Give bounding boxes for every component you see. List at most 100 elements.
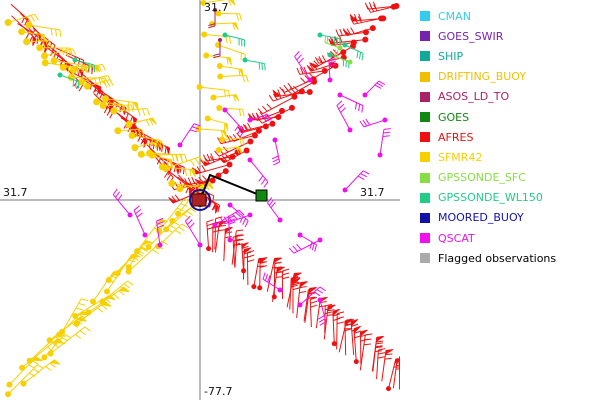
wind-barb [93,98,125,112]
legend-item[interactable]: GPSSONDE_SFC [420,168,596,188]
legend-item[interactable]: CMAN [420,6,596,26]
wind-barb [331,308,341,347]
legend: CMAN GOES_SWIR SHIP DRIFTING_BUOY ASOS_LD_TO… [420,6,596,268]
wind-barb [335,28,369,37]
wind-barb-map [0,0,400,400]
wind-barb [223,226,234,262]
wind-barb [6,356,44,388]
wind-barb [342,42,364,61]
legend-label: ASOS_LD_TO [438,90,510,104]
wind-barb [46,316,88,344]
wind-barb [191,161,233,175]
wind-barb [296,281,309,318]
wind-barb [324,35,343,51]
legend-item[interactable]: SHIP [420,46,596,66]
wind-barb [216,63,244,78]
legend-item[interactable]: AFRES [420,127,596,147]
wind-barb [342,170,370,193]
legend-swatch [420,192,430,203]
legend-item[interactable]: DRIFTING_BUOY [420,67,596,87]
wind-barb [104,253,140,295]
legend-swatch [420,172,430,183]
wind-barb [353,325,362,365]
wind-barb [288,237,323,254]
wind-barb [344,318,353,356]
wind-barb [215,10,242,21]
legend-swatch [420,233,430,244]
wind-barb [212,209,245,228]
legend-swatch [420,152,430,163]
wind-barb [217,73,249,83]
wind-barb [112,188,133,218]
wind-barb [216,105,245,117]
wind-barb [18,28,46,43]
wind-barb [209,21,239,31]
wind-barb [257,257,268,291]
legend-item[interactable]: ASOS_LD_TO [420,87,596,107]
map-plot-area[interactable]: 31.7 31.7 31.7 -77.7 [0,0,400,400]
legend-label: Flagged observations [438,251,557,265]
wind-barb [267,197,283,223]
wind-barb [337,92,364,113]
legend-swatch [420,212,430,223]
wind-barb [72,57,95,73]
legend-label: QSCAT [438,231,475,245]
wind-barb [41,334,71,361]
legend-item[interactable]: QSCAT [420,228,596,248]
wind-barb [247,113,272,123]
wind-barb [194,168,229,185]
wind-barb [376,348,386,380]
wind-barb [90,271,122,305]
wind-barb [204,115,228,132]
wind-barb [5,364,44,398]
wind-barb [294,51,313,83]
legend-label: CMAN [438,9,471,23]
wind-barb [297,286,326,308]
storm-track-line [199,173,263,201]
wind-barb [222,32,246,47]
wind-barb [114,127,145,137]
wind-barb [359,117,388,128]
wind-barb [41,59,79,75]
wind-barb [381,349,394,382]
legend-item[interactable]: SFMR42 [420,147,596,167]
legend-label: GPSSONDE_WL150 [438,191,543,205]
wind-barb [125,240,168,275]
legend-item[interactable]: Flagged observations [420,248,596,268]
wind-barb [377,128,391,158]
legend-item[interactable]: GPSSONDE_WL150 [420,188,596,208]
wind-barb [101,95,139,111]
wind-barb [218,147,250,164]
legend-item[interactable]: GOES_SWIR [420,26,596,46]
wind-barb [26,332,66,364]
wind-barb [133,205,148,238]
wind-barb [342,25,376,37]
legend-item[interactable]: MOORED_BUOY [420,208,596,228]
wind-barb [317,297,327,326]
legend-label: AFRES [438,130,474,144]
wind-barb [336,100,353,133]
wind-barb [145,221,180,251]
wind-barb [215,146,243,154]
legend-swatch [420,51,430,62]
wind-barb [247,157,269,188]
wind-barb [210,94,240,103]
wind-barb [349,13,387,22]
wind-barb [25,21,62,37]
wind-barb [110,107,150,117]
wind-barb [359,333,373,371]
legend-item[interactable]: GOES [420,107,596,127]
wind-barb [41,48,77,60]
wind-barb [146,149,183,162]
wind-barb [252,107,286,122]
wind-barb [398,356,400,390]
wind-barb [219,136,245,146]
observation-layer [4,0,400,398]
legend-label: SFMR42 [438,150,483,164]
wind-barb [57,72,80,89]
wind-barb [336,311,345,350]
wind-barb [137,150,173,168]
wind-barb [317,32,341,46]
legend-swatch [420,71,430,82]
legend-label: DRIFTING_BUOY [438,70,527,84]
